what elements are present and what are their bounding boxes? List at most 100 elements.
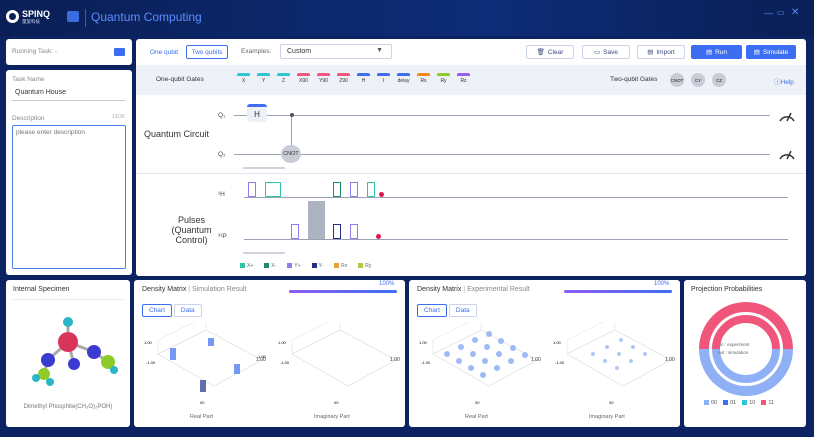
qubit-1-label: Q₁	[218, 112, 226, 119]
pulse-p-block[interactable]	[308, 201, 325, 239]
circuit-scrollbar[interactable]	[243, 167, 285, 169]
help-link[interactable]: ⓘHelp	[774, 79, 794, 86]
gate-i[interactable]: I	[377, 73, 390, 85]
tab-one-qubit[interactable]: One qubit	[144, 45, 184, 59]
run-label: Run	[715, 48, 728, 56]
dm-exp-subtitle: Experimental Result	[467, 286, 530, 293]
svg-text:1.00: 1.00	[278, 340, 287, 345]
projection-legend-item: 10	[742, 400, 755, 406]
app-icon	[67, 11, 79, 22]
pulse-legend-swatch	[240, 263, 245, 269]
gate-z[interactable]: Z	[277, 73, 290, 85]
examples-select[interactable]: Custom ▼	[280, 44, 392, 59]
svg-text:1.00: 1.00	[144, 340, 153, 345]
projection-legend-swatch	[761, 400, 767, 406]
channel-h-label: ¹H	[218, 191, 225, 198]
projection-legend-label: 10	[749, 400, 756, 406]
dm-exp-title: Density Matrix | Experimental Result	[417, 286, 530, 293]
svg-text:00: 00	[334, 400, 339, 405]
gate-cz[interactable]: CZ	[712, 73, 726, 87]
gate-ry[interactable]: Ry	[437, 73, 450, 85]
dm-exp-imag-chart: 1.00 -1.00 00	[553, 322, 672, 405]
gate-delay[interactable]: delay	[397, 73, 410, 85]
channel-h-line	[244, 197, 788, 198]
task-list-icon[interactable]	[114, 48, 125, 56]
close-icon[interactable]: ✕	[791, 7, 800, 18]
channel-p-line	[244, 239, 788, 240]
pulse-legend-item: Y-	[311, 263, 323, 269]
cnot-gate-on-q2[interactable]: CNOT	[281, 145, 301, 163]
gate-rx[interactable]: Rx	[417, 73, 430, 85]
projection-legend-item: 01	[723, 400, 736, 406]
pulse-legend-item: Ry	[358, 263, 371, 269]
import-button[interactable]: ▤ Import	[637, 45, 685, 59]
gate-y90[interactable]: Y90	[317, 73, 330, 85]
examples-value: Custom	[287, 48, 312, 55]
gate-h[interactable]: H	[357, 73, 370, 85]
circuit-area: Quantum Circuit Q₁ Q₂ H CNOT	[136, 95, 806, 171]
quantum-circuit-label: Quantum Circuit	[144, 129, 210, 139]
dm-exp-tab-chart[interactable]: Chart	[417, 304, 447, 317]
svg-text:1.00: 1.00	[258, 354, 267, 359]
pulse-h-x-plus-2[interactable]	[367, 182, 375, 197]
gate-z90[interactable]: Z90	[337, 73, 350, 85]
projection-legend-label: 11	[768, 400, 775, 406]
dm-sim-tab-data[interactable]: Data	[173, 304, 202, 317]
maximize-icon[interactable]: ▭	[777, 8, 785, 17]
pulse-legend-item: Y+	[287, 263, 301, 269]
examples-label: Examples:	[241, 48, 272, 55]
clear-label: Clear	[547, 48, 564, 56]
minimize-icon[interactable]: —	[764, 8, 773, 18]
pulse-h-y-plus[interactable]	[248, 182, 256, 197]
dm-exp-real-z-right: 1.00	[531, 357, 541, 363]
measure-q2-icon[interactable]	[776, 143, 798, 165]
gate-x90[interactable]: X90	[297, 73, 310, 85]
description-textarea[interactable]	[12, 125, 126, 269]
svg-text:00: 00	[200, 400, 205, 405]
projection-legend-swatch	[704, 400, 709, 406]
save-button[interactable]: ▭ Save	[582, 45, 630, 59]
pulse-h-end-dot	[379, 192, 384, 197]
clear-button[interactable]: 🗑 Clear	[526, 45, 574, 59]
pulse-h-x-minus[interactable]	[333, 182, 341, 197]
pulse-p-y-minus[interactable]	[333, 224, 341, 239]
pulse-legend-item: X-	[264, 263, 276, 269]
pulse-legend-swatch	[334, 263, 340, 269]
gate-rz[interactable]: Rz	[457, 73, 470, 85]
pulse-h-x-plus[interactable]	[265, 182, 281, 197]
pulse-p-y-plus[interactable]	[291, 224, 299, 239]
cnot-control-dot	[290, 113, 294, 117]
task-name-input[interactable]: Quantum House	[12, 86, 126, 101]
gate-cy[interactable]: CY	[691, 73, 705, 87]
dm-sim-imag-chart: 1.00 -1.00 00	[278, 322, 397, 405]
h-gate-on-q1[interactable]: H	[247, 104, 267, 122]
measure-q1-icon[interactable]	[776, 105, 798, 127]
section-divider	[136, 173, 806, 174]
help-label: Help	[780, 79, 794, 86]
pulses-scrollbar[interactable]	[243, 252, 285, 254]
app-title: Quantum Computing	[91, 10, 202, 24]
tab-two-qubits[interactable]: Two qubits	[186, 45, 228, 59]
dm-exp-tab-data[interactable]: Data	[448, 304, 477, 317]
projection-panel: Projection Probabilities in : experiment…	[684, 280, 806, 427]
pulse-legend-label: X+	[247, 263, 254, 269]
projection-inner-label-simulation: out : simulation	[718, 350, 749, 355]
svg-text:00: 00	[475, 400, 480, 405]
gate-y[interactable]: Y	[257, 73, 270, 85]
dm-sim-tab-chart[interactable]: Chart	[142, 304, 172, 317]
gate-cnot[interactable]: CNOT	[670, 73, 684, 87]
projection-legend-label: 00	[711, 400, 718, 406]
pulse-h-y-plus-2[interactable]	[350, 182, 358, 197]
gate-x[interactable]: X	[237, 73, 250, 85]
trash-icon: 🗑	[536, 49, 545, 56]
pulse-p-y-plus-2[interactable]	[350, 224, 358, 239]
pulse-legend: X+ X- Y+ Y- Rx Ry	[240, 263, 382, 269]
simulate-button[interactable]: ▤ Simulate	[746, 45, 796, 59]
dm-sim-title: Density Matrix | Simulation Result	[142, 286, 247, 293]
two-qubit-gates-label: Two-qubit Gates	[610, 76, 658, 83]
specimen-divider	[13, 299, 123, 300]
projection-legend-swatch	[723, 400, 729, 406]
run-button[interactable]: ▤ Run	[691, 45, 742, 59]
task-info-panel: Task Name Quantum House Description 13/3…	[6, 70, 132, 275]
